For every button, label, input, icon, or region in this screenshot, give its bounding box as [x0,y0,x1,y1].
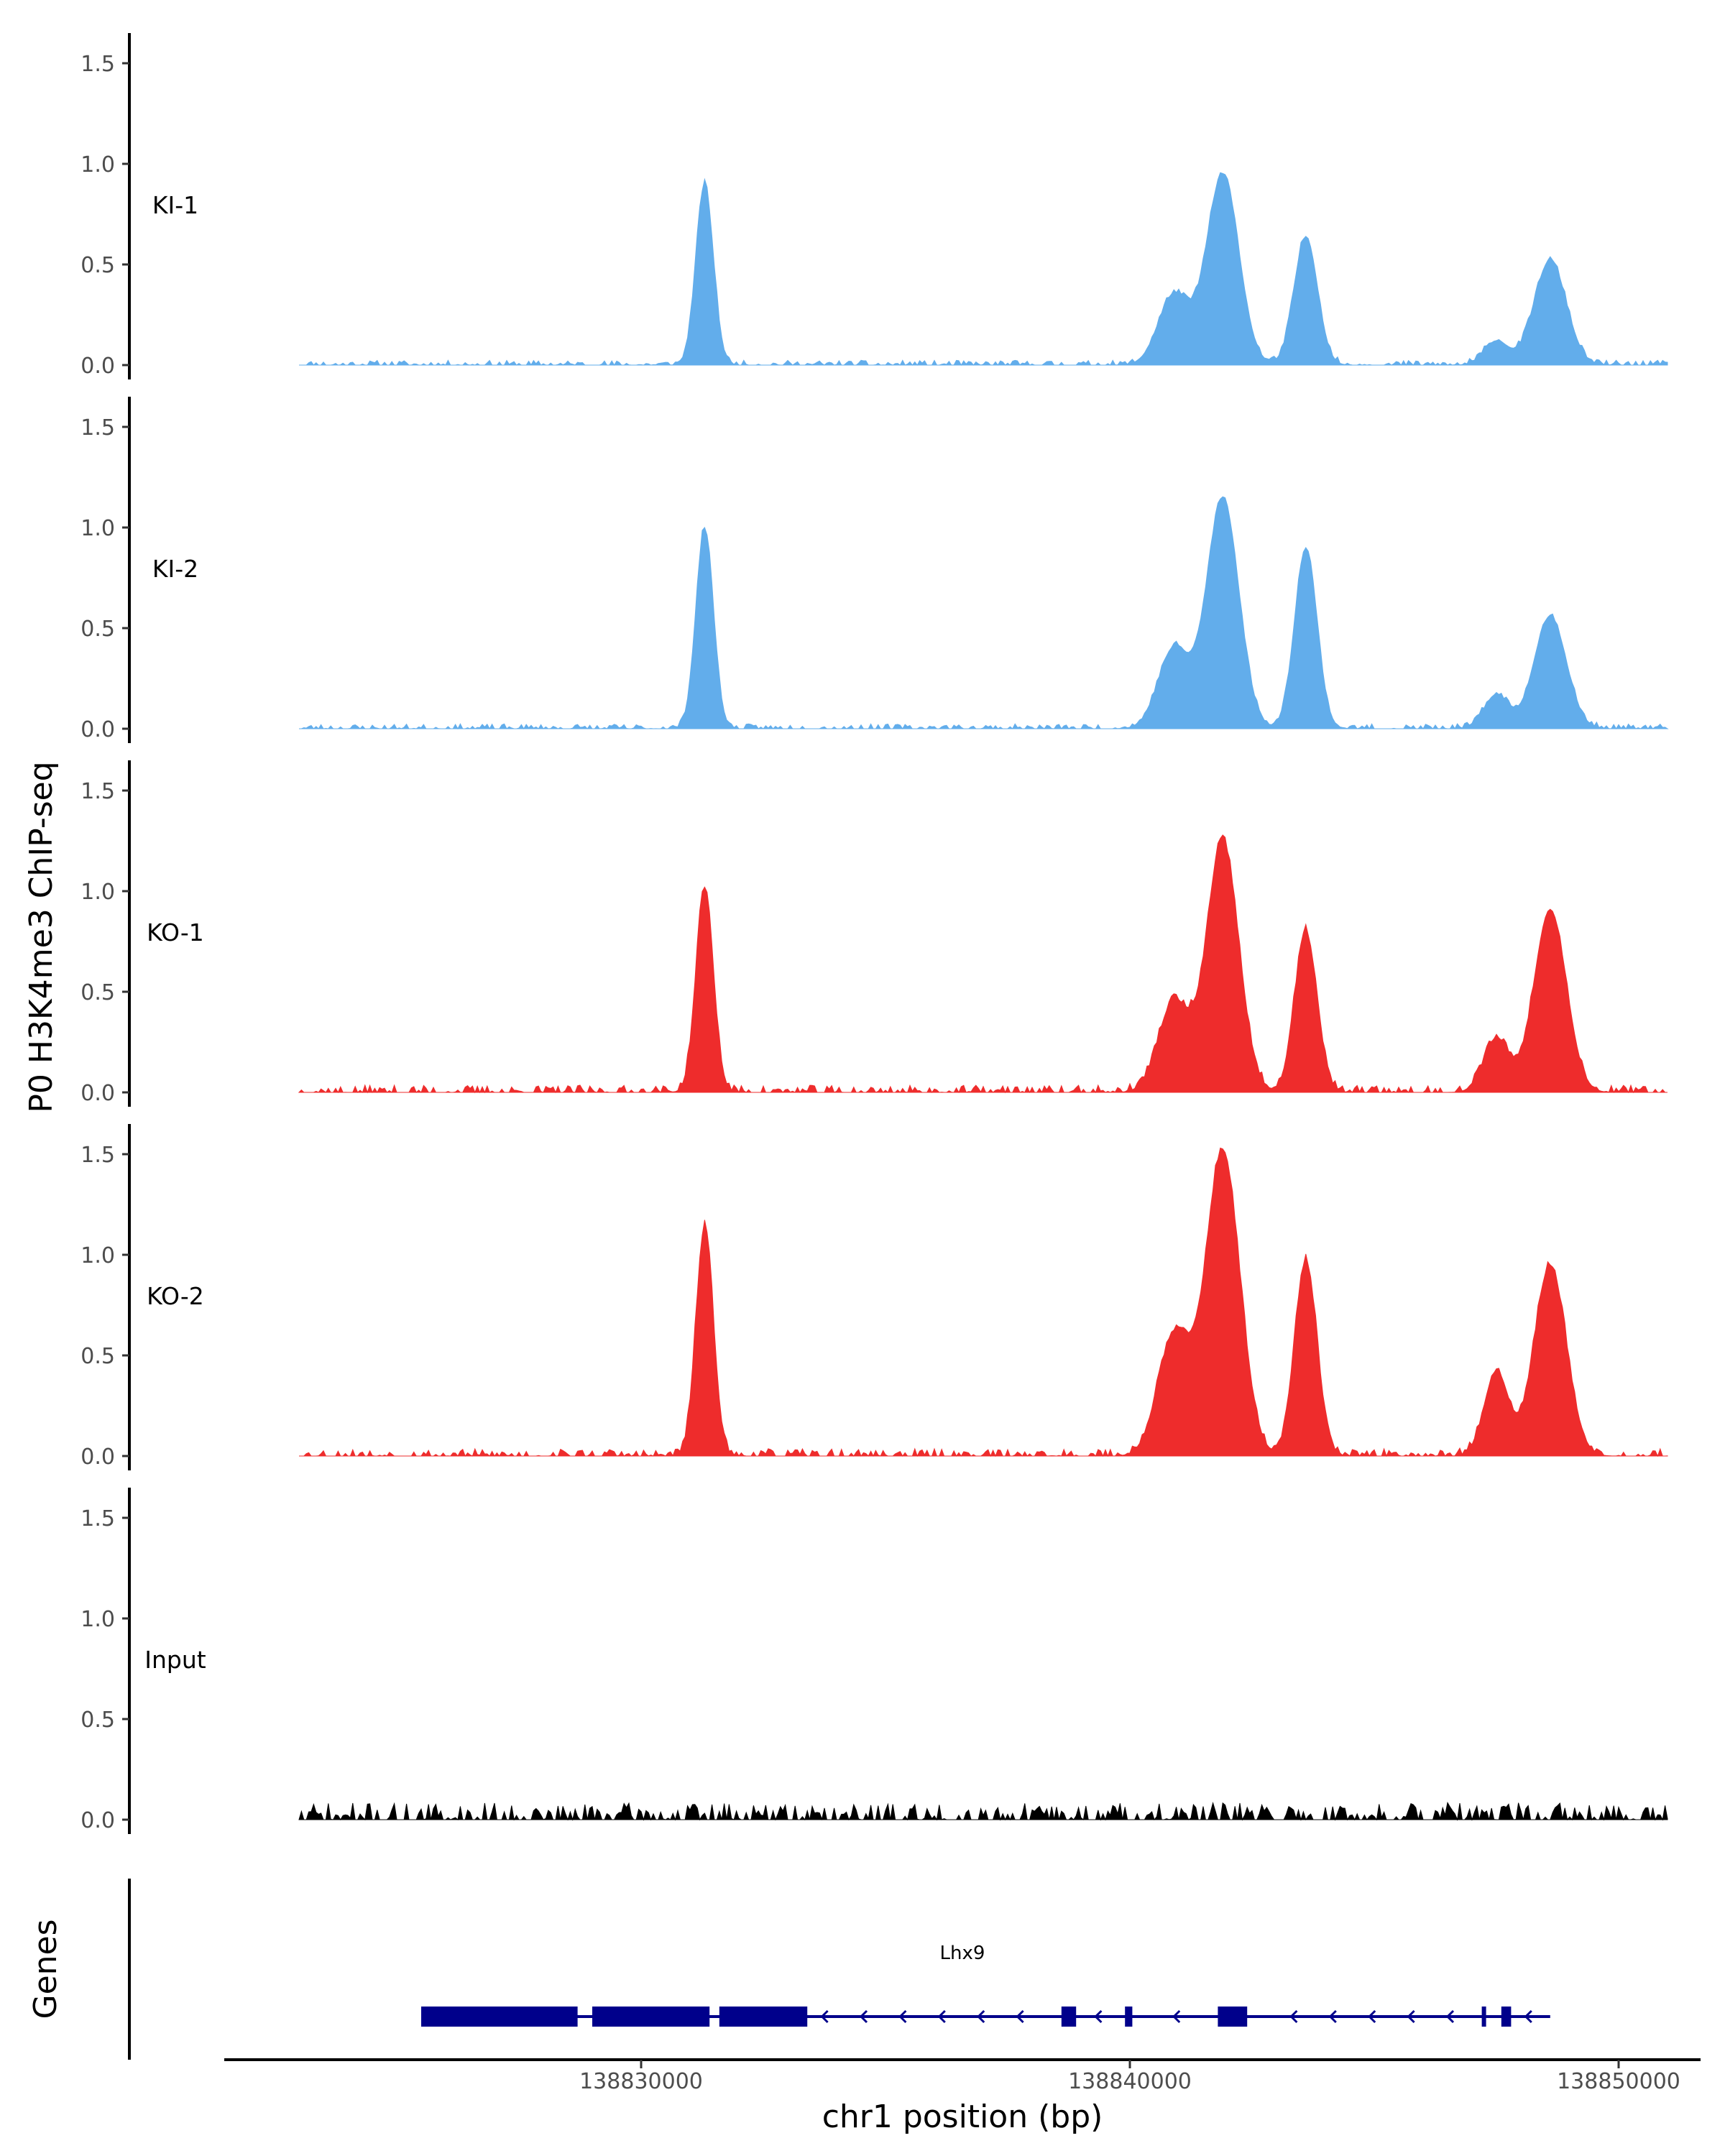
x-tick-label: 138830000 [579,2069,703,2094]
y-tick-label: 0.5 [80,1344,115,1369]
y-tick-label: 0.0 [80,717,115,742]
signal-area [298,834,1668,1094]
signal-area [299,172,1668,367]
strand-arrow [1172,2009,1181,2024]
y-tick-label: 0.5 [80,253,115,278]
gene-exon [719,2007,808,2027]
signal-area [299,1147,1668,1457]
signal-area [298,1801,1668,1821]
gene-label: Lhx9 [940,1943,985,1964]
y-axis-title: P0 H3K4me3 ChIP-seq [23,761,60,1112]
y-tick-label: 1.0 [80,1243,115,1268]
track-label: KI-2 [152,555,198,583]
y-tick-label: 0.5 [80,1708,115,1733]
y-tick-label: 0.5 [80,980,115,1005]
y-tick-label: 1.0 [80,1607,115,1632]
strand-arrow [977,2009,985,2024]
gene-exon [1061,2007,1077,2027]
strand-arrow [1094,2009,1103,2024]
y-tick-label: 1.5 [80,1506,115,1531]
track-label: KO-1 [147,918,204,946]
track-ko-1: 0.0 0.5 1.0 1.5 KO-1 [80,760,1668,1107]
strand-arrow [898,2009,907,2024]
track-ki-2: 0.0 0.5 1.0 1.5 KI-2 [80,397,1669,743]
strand-arrow [1445,2009,1455,2024]
strand-arrow [1407,2009,1415,2024]
y-tick-label: 1.0 [80,152,115,178]
y-tick-label: 1.0 [80,880,115,905]
strand-arrow [1328,2009,1337,2024]
x-tick-label: 138840000 [1068,2069,1192,2094]
genes-panel: Genes Lhx9 [27,1879,1550,2060]
track-label: KO-2 [147,1282,204,1310]
strand-arrow [1289,2009,1298,2024]
gene-exon [1501,2007,1512,2027]
signal-tracks: 0.0 0.5 1.0 1.5 KI-1 0.0 0.5 1.0 1.5 KI-2 0.0 0.5 1.… [80,33,1669,1834]
y-tick-label: 0.0 [80,1808,115,1833]
y-tick-label: 1.5 [80,1143,115,1168]
gene-model [421,2007,1550,2027]
y-tick-label: 1.5 [80,52,115,77]
x-axis: 138830000 138840000 138850000 [224,2058,1701,2094]
x-tick-label: 138850000 [1557,2069,1680,2094]
track-ko-2: 0.0 0.5 1.0 1.5 KO-2 [80,1124,1668,1470]
strand-arrow [937,2009,946,2024]
gene-exon [592,2007,710,2027]
gene-exon [1125,2007,1133,2027]
track-ki-1: 0.0 0.5 1.0 1.5 KI-1 [80,33,1668,379]
gene-exon [1481,2007,1486,2027]
strand-arrow [820,2009,829,2024]
y-tick-label: 1.5 [80,779,115,804]
strand-arrow [859,2009,868,2024]
genes-title: Genes [27,1919,64,2019]
track-label: KI-1 [152,191,198,219]
strand-arrow [1016,2009,1024,2024]
y-tick-label: 0.0 [80,354,115,379]
track-label: Input [144,1646,206,1674]
y-tick-label: 0.0 [80,1445,115,1470]
gene-exon [421,2007,578,2027]
track-input: 0.0 0.5 1.0 1.5 Input [80,1488,1668,1834]
x-axis-title: chr1 position (bp) [822,2099,1103,2135]
strand-arrow [1524,2009,1532,2024]
y-tick-label: 1.0 [80,516,115,541]
y-tick-label: 1.5 [80,415,115,441]
y-tick-label: 0.0 [80,1081,115,1106]
strand-arrow [1368,2009,1376,2024]
signal-area [299,496,1669,730]
gene-exon [1218,2007,1248,2027]
y-tick-label: 0.5 [80,617,115,642]
